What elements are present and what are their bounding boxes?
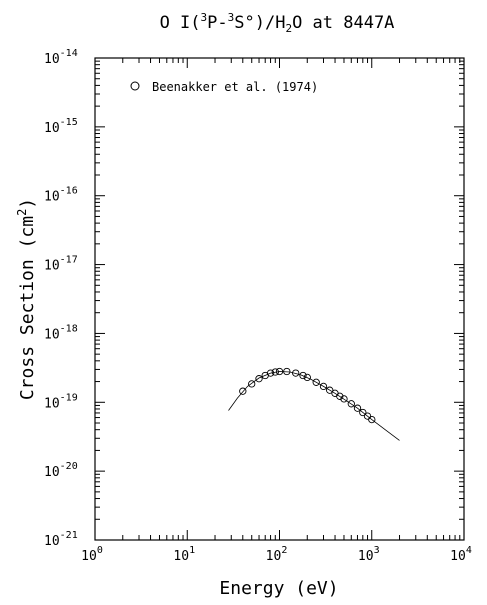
y-tick-label-exp: -14 <box>60 48 78 59</box>
y-tick-label-exp: -19 <box>60 392 78 403</box>
data-point <box>266 369 275 377</box>
data-point <box>336 392 344 400</box>
x-tick-label-exp: 3 <box>374 545 380 556</box>
axis-ticks <box>94 57 465 541</box>
data-point <box>239 387 247 395</box>
data-point <box>292 369 300 377</box>
x-tick-label: 103 <box>358 545 380 564</box>
y-tick-label-base: 10 <box>44 534 60 549</box>
fit-curve <box>228 371 400 441</box>
data-point <box>347 400 355 408</box>
data-point <box>353 404 362 412</box>
y-tick-label-base: 10 <box>44 396 60 411</box>
y-tick-label: 10-19 <box>44 392 78 411</box>
data-point <box>368 415 376 424</box>
x-tick-label-base: 10 <box>358 549 374 564</box>
legend: Beenakker et al. (1974) <box>130 80 318 94</box>
y-tick-label-exp: -21 <box>60 530 78 541</box>
y-tick-label-base: 10 <box>44 327 60 342</box>
y-tick-label: 10-21 <box>44 530 78 549</box>
title-part-0: O I( <box>160 13 201 33</box>
title-part-2: P- <box>207 13 227 33</box>
x-tick-label-base: 10 <box>266 549 282 564</box>
data-point <box>359 408 367 417</box>
data-point <box>363 412 372 420</box>
y-tick-label-exp: -18 <box>60 323 78 334</box>
x-tick-label-base: 10 <box>450 549 466 564</box>
x-tick-label-exp: 4 <box>466 545 472 556</box>
x-tick-label: 101 <box>173 545 195 564</box>
x-tick-label: 100 <box>81 545 103 564</box>
x-tick-labels: 100 101 102 103 104 <box>81 545 472 564</box>
x-tick-label-exp: 1 <box>189 545 195 556</box>
chart-title: O I(3P-3S°)/H2O at 8447A <box>160 11 395 35</box>
y-tick-label-base: 10 <box>44 190 60 205</box>
data-point <box>303 373 311 382</box>
legend-marker <box>130 81 140 91</box>
series-layer <box>228 367 400 441</box>
y-tick-label: 10-15 <box>44 117 78 136</box>
y-tick-label-exp: -16 <box>60 186 78 197</box>
y-tick-label-base: 10 <box>44 465 60 480</box>
title-part-6: O at 8447A <box>292 13 394 33</box>
title-sup-1: 3 <box>201 11 208 24</box>
x-tick-label-exp: 2 <box>281 545 287 556</box>
data-point <box>255 375 263 383</box>
x-tick-label: 104 <box>450 545 472 564</box>
y-axis-label-sup: 2 <box>15 209 29 216</box>
legend-label: Beenakker et al. (1974) <box>152 80 318 94</box>
title-sup-3: 3 <box>228 11 235 24</box>
y-tick-label-base: 10 <box>44 121 60 136</box>
y-tick-label-exp: -20 <box>60 461 78 472</box>
plot-frame <box>94 57 465 541</box>
data-point <box>319 382 328 391</box>
y-axis-label-main: Cross Section (cm <box>17 216 38 400</box>
x-axis-label: Energy (eV) <box>219 578 338 599</box>
y-tick-label: 10-16 <box>44 186 78 205</box>
y-axis-label: Cross Section (cm2) <box>15 198 38 400</box>
x-tick-label-exp: 0 <box>97 545 103 556</box>
x-tick-label-base: 10 <box>173 549 189 564</box>
data-point <box>312 378 320 386</box>
y-tick-label: 10-14 <box>44 48 78 67</box>
title-sub-5: 2 <box>285 22 292 35</box>
y-tick-label-base: 10 <box>44 259 60 274</box>
y-tick-label: 10-17 <box>44 255 78 274</box>
x-tick-label: 102 <box>266 545 288 564</box>
y-tick-label: 10-20 <box>44 461 78 480</box>
data-point <box>340 395 348 403</box>
x-tick-label-base: 10 <box>81 549 97 564</box>
y-tick-label: 10-18 <box>44 323 78 342</box>
y-tick-label-exp: -17 <box>60 255 78 266</box>
data-point <box>299 371 307 380</box>
data-point <box>326 386 334 394</box>
title-part-4: S°)/H <box>234 13 285 33</box>
data-point <box>248 380 256 388</box>
y-axis-label-close: ) <box>17 198 38 209</box>
y-tick-label-base: 10 <box>44 52 60 67</box>
y-tick-label-exp: -15 <box>60 117 78 128</box>
